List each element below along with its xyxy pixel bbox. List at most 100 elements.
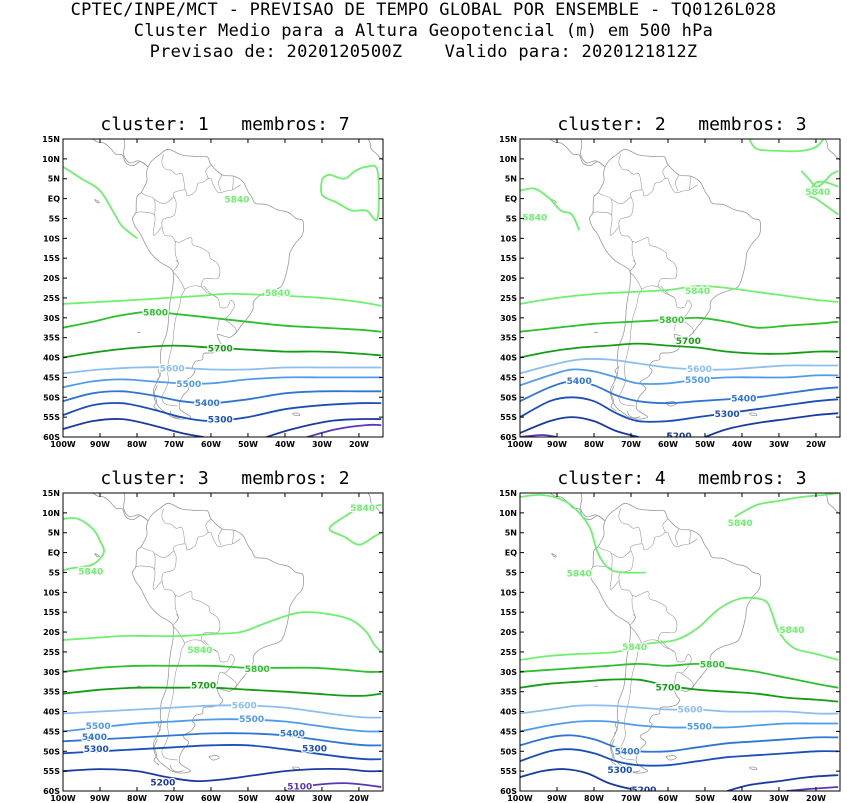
contour-label: 5500 bbox=[239, 715, 264, 725]
country-border bbox=[184, 639, 235, 685]
country-border bbox=[161, 508, 186, 544]
country-border bbox=[218, 174, 223, 192]
contour-label: 5400 bbox=[731, 394, 756, 404]
lat-tick-label: 60S bbox=[43, 787, 60, 796]
contour-5840 bbox=[63, 517, 105, 572]
coastline bbox=[580, 139, 606, 168]
lat-tick-label: 10N bbox=[499, 155, 517, 164]
contour-5500 bbox=[520, 720, 839, 733]
contour-5840 bbox=[520, 493, 646, 574]
lat-tick-label: 35S bbox=[43, 334, 60, 343]
island bbox=[169, 765, 184, 773]
lon-tick-label: 100W bbox=[50, 794, 76, 803]
map-frame bbox=[62, 492, 384, 792]
header-line-2: Cluster Medio para a Altura Geopotencial… bbox=[133, 21, 714, 41]
country-border bbox=[618, 508, 643, 544]
lon-tick-label: 30W bbox=[769, 794, 789, 803]
contour-5840 bbox=[800, 169, 839, 188]
contour-5300 bbox=[520, 748, 839, 767]
contour-label: 5840 bbox=[779, 626, 804, 636]
coastline bbox=[123, 493, 149, 522]
lon-tick-label: 60W bbox=[658, 440, 678, 449]
country-border bbox=[689, 530, 691, 544]
lon-tick-label: 90W bbox=[90, 794, 110, 803]
lon-tick-label: 60W bbox=[201, 440, 221, 449]
country-border bbox=[611, 196, 632, 205]
contour-5700 bbox=[63, 686, 382, 697]
lat-tick-label: 25S bbox=[500, 648, 517, 657]
lat-tick-label: 45S bbox=[43, 727, 60, 736]
lon-tick-label: 80W bbox=[584, 794, 604, 803]
contour-5200 bbox=[520, 416, 639, 437]
country-border bbox=[632, 259, 636, 269]
country-border bbox=[205, 164, 212, 179]
contour-label: 5200 bbox=[667, 432, 692, 442]
contour-5840 bbox=[748, 139, 825, 153]
contour-label: 5840 bbox=[350, 504, 375, 514]
contour-5840 bbox=[320, 164, 380, 222]
lon-tick-label: 50W bbox=[695, 794, 715, 803]
contour-5400 bbox=[63, 732, 382, 747]
contour-label: 5400 bbox=[567, 377, 592, 387]
country-border bbox=[154, 550, 175, 559]
lat-tick-label: 25S bbox=[500, 294, 517, 303]
lat-tick-label: 5N bbox=[48, 529, 60, 538]
contour-5300 bbox=[63, 744, 382, 761]
lat-tick-label: 15N bbox=[42, 135, 60, 144]
lat-tick-label: 35S bbox=[500, 688, 517, 697]
country-border bbox=[618, 531, 698, 597]
country-border bbox=[618, 154, 643, 190]
lat-tick-label: EQ bbox=[48, 195, 60, 204]
lon-tick-label: 30W bbox=[312, 794, 332, 803]
contour-5800 bbox=[63, 664, 382, 673]
lon-tick-label: 40W bbox=[732, 794, 752, 803]
country-border bbox=[172, 591, 221, 641]
island bbox=[610, 385, 617, 412]
lat-tick-label: 15N bbox=[42, 489, 60, 498]
country-border bbox=[679, 317, 694, 334]
contour-5100 bbox=[284, 782, 382, 791]
contour-label: 5600 bbox=[687, 365, 712, 375]
lat-tick-label: 10S bbox=[43, 588, 60, 597]
country-border bbox=[205, 518, 212, 533]
coastline bbox=[549, 493, 606, 522]
panel-title-cluster-4: cluster: 4 membros: 3 bbox=[557, 468, 807, 489]
contour-5100 bbox=[520, 434, 558, 437]
lon-tick-label: 70W bbox=[164, 440, 184, 449]
axes: 15N10N5NEQ5S10S15S20S25S30S35S40S45S50S5… bbox=[42, 489, 383, 803]
lat-tick-label: 10S bbox=[500, 234, 517, 243]
lat-tick-label: 30S bbox=[500, 314, 517, 323]
lon-tick-label: 90W bbox=[547, 440, 567, 449]
contour-5700 bbox=[520, 678, 839, 703]
lon-tick-label: 80W bbox=[584, 440, 604, 449]
contour-5100 bbox=[306, 423, 382, 437]
lon-tick-label: 30W bbox=[769, 440, 789, 449]
country-border bbox=[161, 271, 185, 407]
lat-tick-label: 20S bbox=[43, 274, 60, 283]
contour-label: 5500 bbox=[86, 722, 111, 732]
lat-tick-label: 50S bbox=[43, 393, 60, 402]
lat-tick-label: 25S bbox=[43, 294, 60, 303]
country-border bbox=[597, 546, 613, 570]
contour-label: 5300 bbox=[84, 745, 109, 755]
coastline bbox=[549, 139, 606, 168]
lon-tick-label: 40W bbox=[275, 440, 295, 449]
contour-label: 5700 bbox=[191, 682, 216, 692]
country-border bbox=[675, 174, 680, 192]
country-border bbox=[597, 192, 613, 216]
contour-5840 bbox=[63, 611, 382, 653]
country-border bbox=[611, 550, 632, 559]
lat-tick-label: 40S bbox=[500, 354, 517, 363]
contour-label: 5200 bbox=[150, 778, 175, 788]
island bbox=[292, 412, 301, 417]
lat-tick-label: 10N bbox=[499, 509, 517, 518]
contour-5600 bbox=[63, 366, 382, 375]
lat-tick-label: 45S bbox=[500, 727, 517, 736]
contour-label: 5500 bbox=[176, 380, 201, 390]
lat-tick-label: 5S bbox=[506, 568, 518, 577]
country-border bbox=[618, 271, 642, 407]
map-background bbox=[63, 139, 383, 437]
